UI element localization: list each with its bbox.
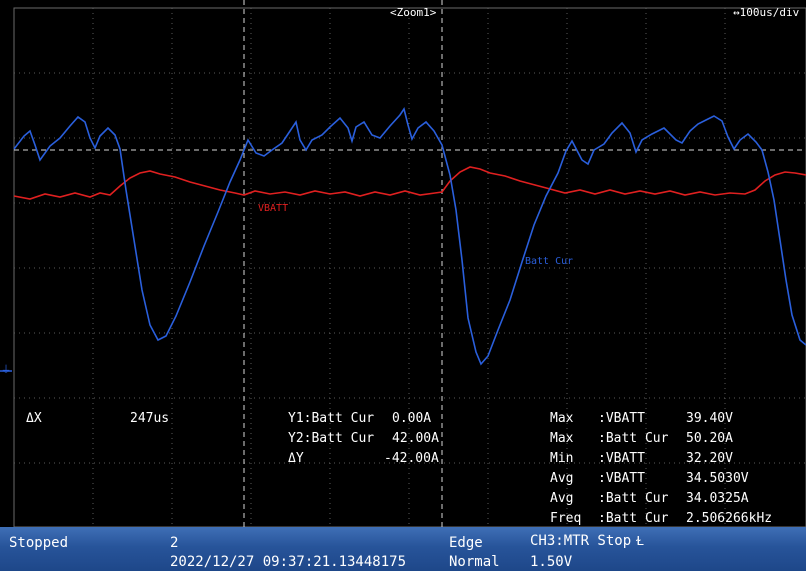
trigger-type: Edge	[449, 535, 483, 551]
measurement-value: 34.5030V	[686, 471, 749, 486]
measurement-name: Min	[550, 451, 574, 466]
measurement-name: Freq	[550, 511, 582, 526]
delta-x-label: ΔX	[26, 411, 42, 426]
y2-label: Y2:Batt Cur	[288, 431, 375, 446]
grid-horizontal	[14, 72, 806, 464]
trigger-source: CH3:MTR Stop	[530, 533, 632, 549]
y2-value: 42.00A	[392, 431, 439, 446]
trigger-slope-icon: Ɫ	[636, 533, 645, 549]
vbatt-trace-label: VBATT	[258, 203, 289, 214]
y1-value: 0.00A	[392, 411, 432, 426]
measurement-source: :Batt Cur	[598, 491, 669, 506]
delta-y-label: ΔY	[288, 451, 304, 466]
measurement-name: Avg	[550, 491, 574, 506]
trigger-level: 1.50V	[530, 554, 573, 570]
measurement-source: :Batt Cur	[598, 511, 669, 526]
measurement-value: 32.20V	[686, 451, 733, 466]
measurement-source: :Batt Cur	[598, 431, 669, 446]
measurement-source: :VBATT	[598, 451, 645, 466]
batt-cur-trace-label: Batt Cur	[525, 256, 574, 267]
oscilloscope-screen: <Zoom1> ↔100us/div ⏚ VBATT Batt Cur ΔX 2…	[0, 0, 806, 527]
trigger-mode: Normal	[449, 554, 500, 570]
measurement-name: Max	[550, 431, 574, 446]
measurement-source: :VBATT	[598, 411, 645, 426]
timebase-readout: ↔100us/div	[733, 6, 800, 19]
vbatt-trace	[13, 166, 806, 200]
measurement-name: Max	[550, 411, 574, 426]
measurement-source: :VBATT	[598, 471, 645, 486]
delta-y-value: -42.00A	[384, 451, 439, 466]
zoom-label: <Zoom1>	[390, 6, 437, 19]
status-bar: Stopped 2 2022/12/27 09:37:21.13448175 E…	[0, 527, 806, 571]
graticule	[0, 0, 806, 527]
delta-x-value: 247us	[130, 411, 170, 426]
measurement-value: 39.40V	[686, 411, 733, 426]
cursor-lines	[14, 0, 806, 527]
timestamp: 2022/12/27 09:37:21.13448175	[170, 554, 407, 570]
ground-marker-glyph: ⏚	[1, 365, 11, 376]
measurement-value: 50.20A	[686, 431, 733, 446]
measurement-value: 2.506266kHz	[686, 511, 773, 526]
batt-cur-trace	[13, 107, 806, 366]
measurement-name: Avg	[550, 471, 574, 486]
y1-label: Y1:Batt Cur	[288, 411, 375, 426]
acquisition-state: Stopped	[9, 535, 69, 551]
measurement-value: 34.0325A	[686, 491, 749, 506]
acquisition-count: 2	[170, 535, 179, 551]
